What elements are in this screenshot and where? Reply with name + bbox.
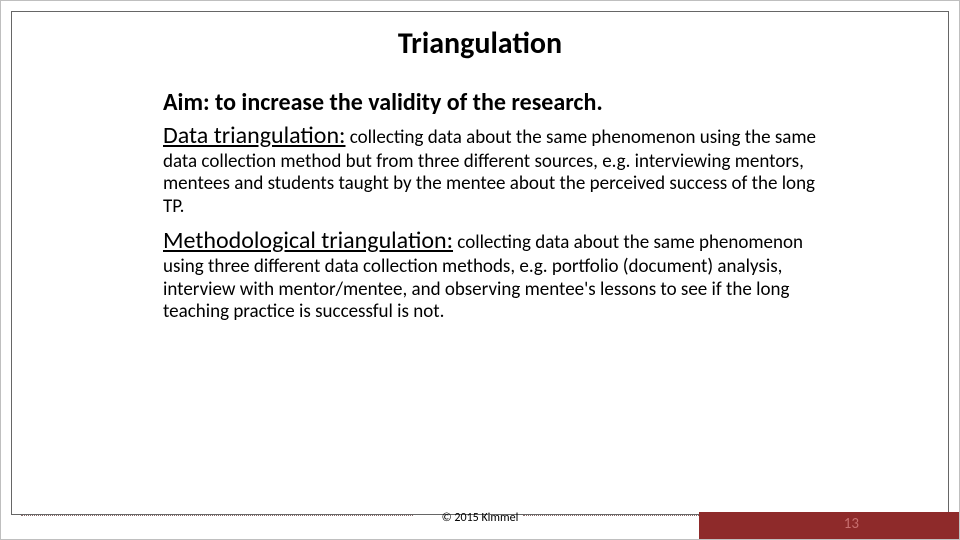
page-number: 13 [844, 515, 859, 533]
methodological-triangulation-paragraph: Methodological triangulation: collecting… [163, 227, 833, 324]
methodological-triangulation-lead: Methodological triangulation: [163, 226, 453, 255]
slide-title: Triangulation [1, 25, 959, 62]
slide: Triangulation Aim: to increase the valid… [0, 0, 960, 540]
aim-line: Aim: to increase the validity of the res… [163, 89, 833, 118]
slide-body: Aim: to increase the validity of the res… [163, 89, 833, 332]
data-triangulation-paragraph: Data triangulation: collecting data abou… [163, 122, 833, 219]
accent-bar [699, 512, 959, 539]
data-triangulation-lead: Data triangulation: [163, 121, 345, 150]
